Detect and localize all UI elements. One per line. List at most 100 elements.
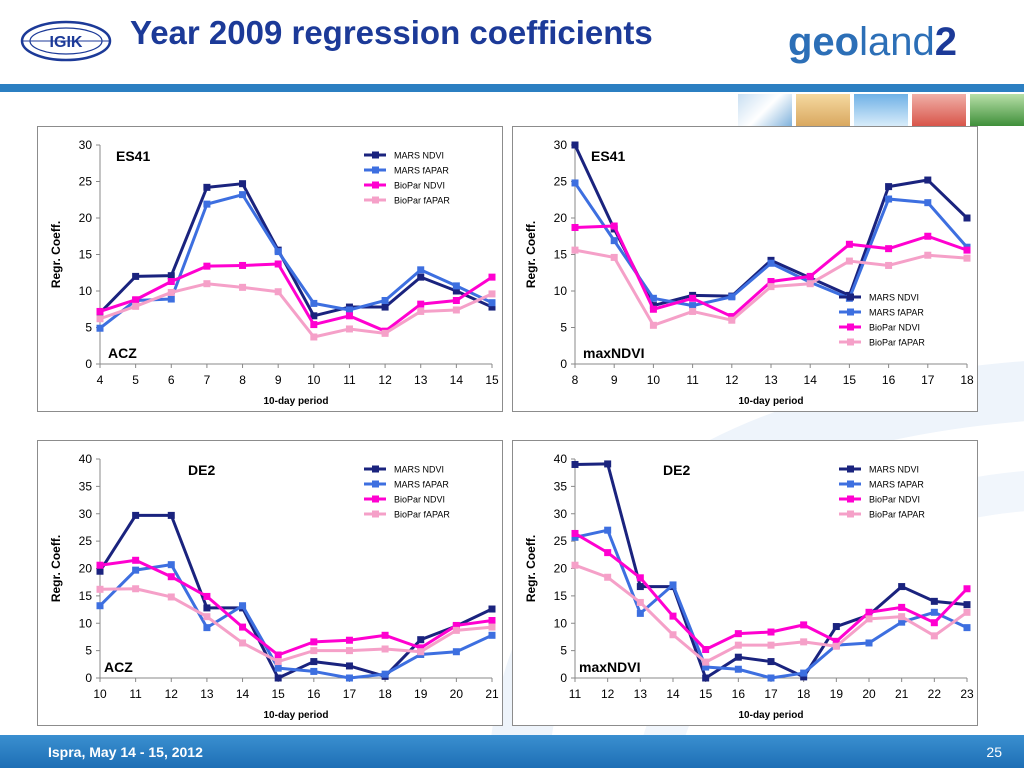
data-point	[963, 601, 971, 609]
data-point	[203, 200, 211, 208]
geoland2-logo: geoland2	[788, 20, 957, 70]
legend-label: BioPar NDVI	[394, 495, 445, 505]
y-tick-label: 15	[79, 589, 93, 603]
data-point	[167, 573, 175, 581]
data-point	[924, 232, 932, 240]
logo-part-2: 2	[934, 20, 957, 64]
data-point	[203, 262, 211, 270]
x-tick-label: 4	[97, 373, 104, 387]
slide-title: Year 2009 regression coefficients	[130, 14, 653, 51]
legend-label: MARS fAPAR	[869, 480, 924, 490]
x-tick-label: 10	[647, 373, 661, 387]
x-tick-label: 11	[129, 687, 142, 701]
data-point	[767, 259, 775, 267]
y-tick-label: 5	[85, 321, 92, 335]
thumbnail-forest	[970, 94, 1024, 126]
data-point	[239, 602, 247, 610]
y-tick-label: 40	[554, 452, 568, 466]
data-point	[930, 608, 938, 616]
x-tick-label: 9	[275, 373, 282, 387]
series-line	[99, 262, 493, 333]
legend-label: MARS NDVI	[869, 465, 919, 475]
data-point	[885, 195, 893, 203]
data-point	[702, 663, 710, 671]
x-tick-label: 16	[732, 687, 746, 701]
data-point	[898, 583, 906, 591]
y-tick-label: 15	[554, 248, 568, 262]
logo-part-land: land	[859, 20, 935, 64]
x-tick-label: 12	[165, 687, 179, 701]
x-tick-label: 11	[686, 373, 699, 387]
y-tick-label: 30	[79, 138, 93, 152]
chart-panel-de2-maxndvi: 0 5 10 15 20 25 30 35 40 11 12 13 14 15 16 17 18 19 20 21 22…	[512, 440, 978, 726]
x-tick-label: 12	[378, 373, 392, 387]
data-point	[832, 642, 840, 650]
data-point	[669, 631, 677, 639]
data-point	[885, 183, 893, 191]
legend-label: BioPar fAPAR	[869, 510, 925, 520]
data-point	[488, 290, 496, 298]
legend-swatch-marker	[372, 480, 379, 488]
data-point	[865, 639, 873, 647]
data-point	[604, 526, 612, 534]
data-point	[274, 288, 282, 296]
data-point	[610, 237, 618, 245]
legend-label: BioPar fAPAR	[869, 338, 925, 348]
data-point	[689, 294, 697, 302]
data-point	[96, 315, 104, 323]
x-tick-label: 16	[882, 373, 896, 387]
data-point	[832, 637, 840, 645]
data-point	[963, 624, 971, 632]
chart-panel-de2-acz: 0 5 10 15 20 25 30 35 40 10 11 12 13 14 15 16 17 18 19 20 21…	[37, 440, 503, 726]
data-point	[452, 306, 460, 314]
data-point	[452, 621, 460, 629]
data-point	[132, 296, 140, 304]
data-point	[203, 624, 211, 632]
data-point	[417, 300, 425, 308]
x-tick-label: 20	[862, 687, 876, 701]
y-tick-label: 0	[560, 671, 567, 685]
legend-swatch-marker	[372, 510, 379, 518]
data-point	[310, 333, 318, 341]
y-axis-label: Regr. Coeff.	[49, 221, 63, 288]
data-point	[963, 246, 971, 254]
data-point	[963, 214, 971, 222]
data-point	[96, 602, 104, 610]
x-tick-label: 13	[634, 687, 648, 701]
data-point	[610, 253, 618, 261]
series-line	[99, 282, 493, 339]
data-point	[702, 658, 710, 666]
x-tick-label: 18	[378, 687, 392, 701]
data-point	[649, 305, 657, 313]
y-tick-label: 30	[79, 507, 93, 521]
data-point	[689, 302, 697, 310]
data-point	[930, 632, 938, 640]
data-point	[610, 222, 618, 230]
y-axis-label: Regr. Coeff.	[49, 535, 63, 602]
data-point	[728, 313, 736, 321]
x-tick-label: 11	[343, 373, 356, 387]
data-point	[167, 295, 175, 303]
data-point	[345, 306, 353, 314]
data-point	[239, 639, 247, 647]
data-point	[452, 626, 460, 634]
data-point	[800, 673, 808, 681]
data-point	[381, 645, 389, 653]
data-point	[689, 307, 697, 315]
data-point	[930, 597, 938, 605]
region-label: DE2	[663, 462, 690, 478]
x-axis-label: 10-day period	[738, 396, 803, 407]
data-point	[274, 248, 282, 256]
data-point	[898, 618, 906, 626]
data-point	[488, 617, 496, 625]
header-thumbnails	[738, 94, 1024, 126]
data-point	[963, 254, 971, 262]
data-point	[274, 664, 282, 672]
data-point	[767, 674, 775, 682]
data-point	[132, 511, 140, 519]
igik-logo-text: IGIK	[50, 34, 83, 51]
data-point	[865, 608, 873, 616]
x-tick-label: 17	[921, 373, 935, 387]
thumbnail-field	[912, 94, 966, 126]
legend-swatch-marker	[847, 338, 854, 346]
